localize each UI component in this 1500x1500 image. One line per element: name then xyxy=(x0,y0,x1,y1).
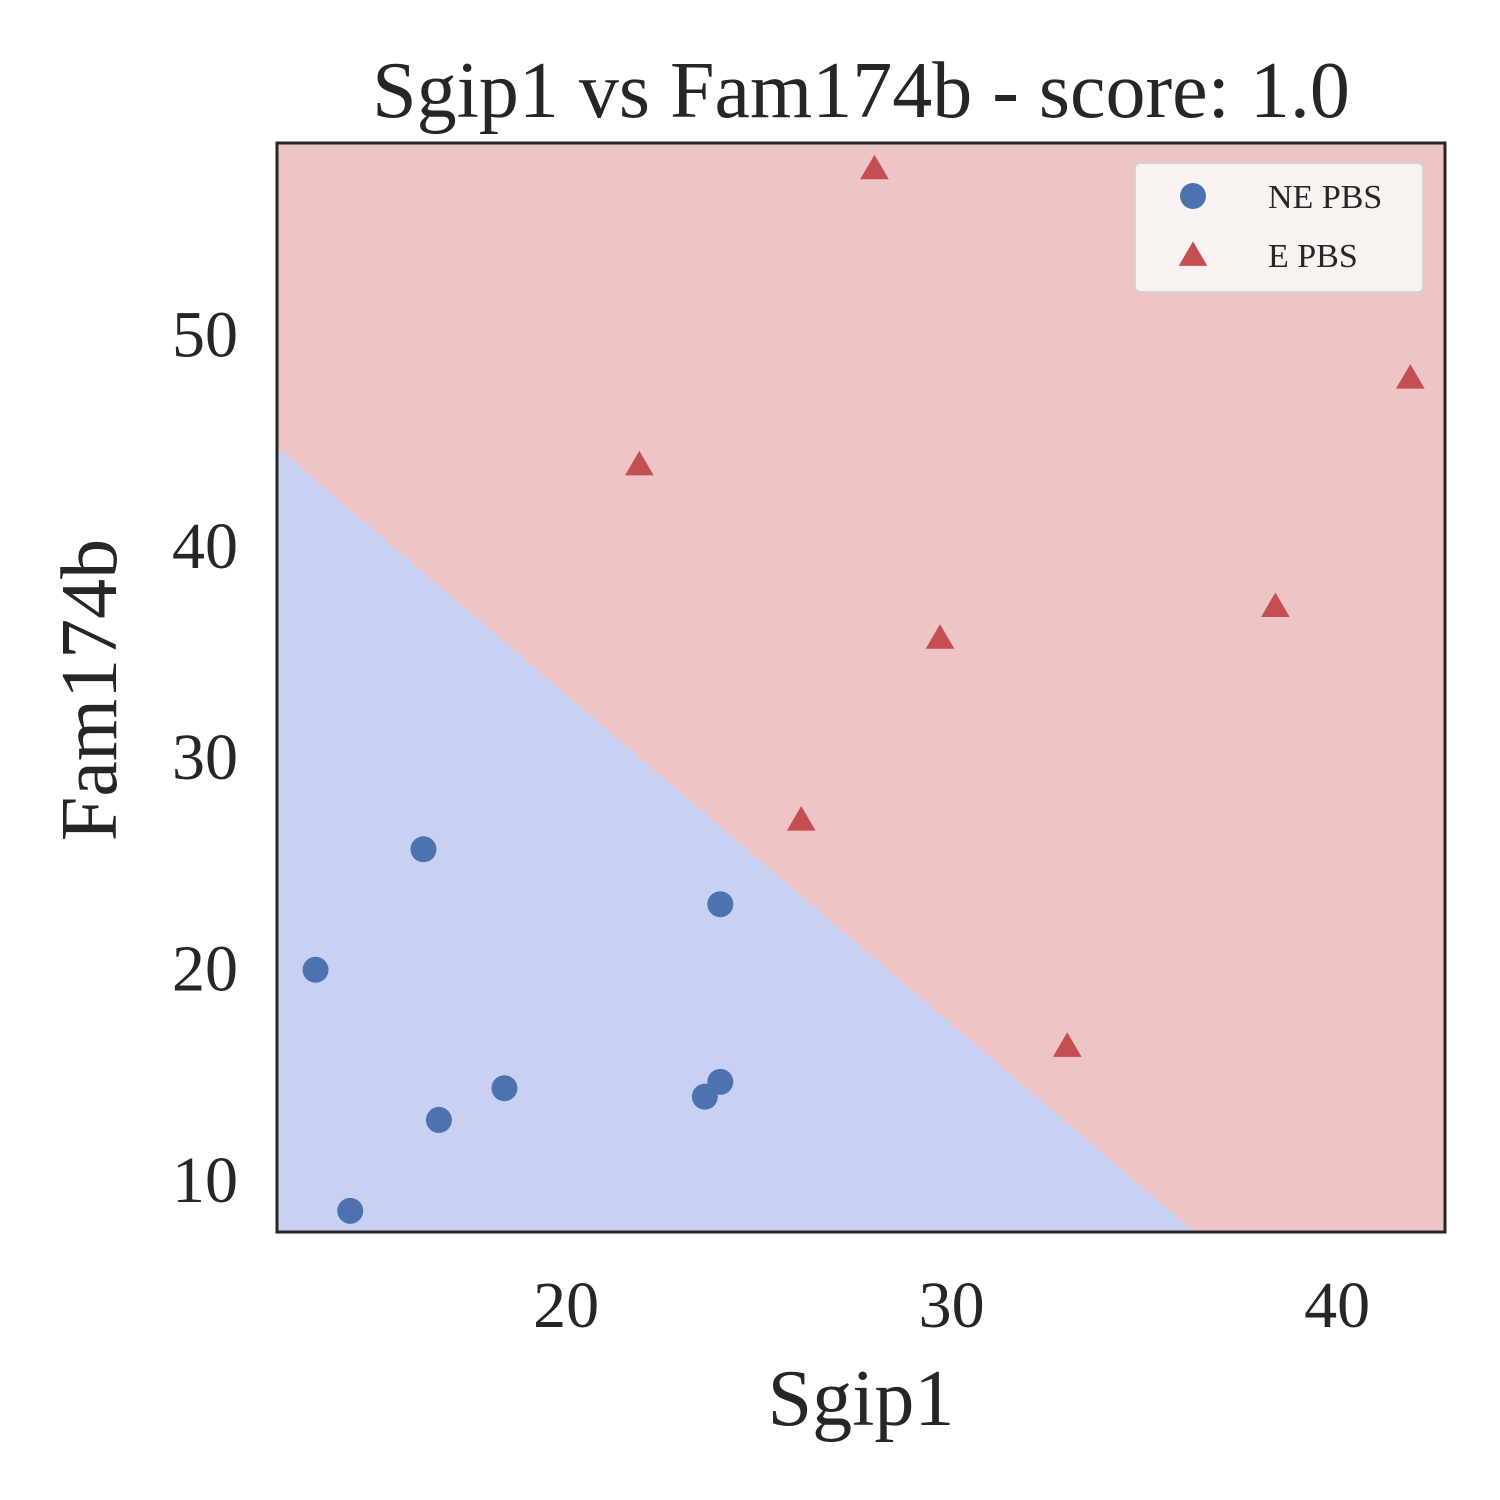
y-axis-label: Fam174b xyxy=(46,539,134,841)
y-tick-label: 40 xyxy=(172,510,238,583)
legend: NE PBS E PBS xyxy=(1134,162,1424,293)
data-point-ne-pbs xyxy=(491,1075,518,1102)
data-point-e-pbs xyxy=(1052,1032,1082,1057)
y-tick-label: 30 xyxy=(172,721,238,794)
data-markers xyxy=(302,154,1425,1224)
data-point-ne-pbs xyxy=(302,956,329,983)
legend-box xyxy=(1134,162,1424,293)
data-point-ne-pbs xyxy=(337,1197,364,1224)
legend-marker-ne-pbs xyxy=(1180,183,1206,209)
x-tick-label: 30 xyxy=(919,1269,985,1342)
data-point-ne-pbs xyxy=(707,1068,734,1095)
decision-region-ne-pbs xyxy=(277,447,1445,1232)
x-axis-label: Sgip1 xyxy=(768,1355,955,1443)
x-axis-ticks: 20 30 40 xyxy=(533,1269,1370,1342)
data-point-e-pbs xyxy=(786,806,816,831)
y-axis-ticks: 10 20 30 40 50 xyxy=(172,298,238,1217)
data-point-e-pbs xyxy=(1261,592,1290,618)
data-point-ne-pbs xyxy=(425,1106,452,1133)
legend-label: NE PBS xyxy=(1268,179,1382,216)
data-point-ne-pbs xyxy=(410,836,437,863)
legend-label: E PBS xyxy=(1268,238,1358,275)
data-point-e-pbs xyxy=(625,450,654,476)
data-point-e-pbs xyxy=(860,154,889,180)
x-tick-label: 40 xyxy=(1304,1269,1370,1342)
data-point-ne-pbs xyxy=(707,891,734,918)
plot-frame xyxy=(275,141,1447,1234)
y-tick-label: 10 xyxy=(172,1144,238,1217)
y-tick-label: 50 xyxy=(172,298,238,371)
decision-region-e-pbs xyxy=(277,143,1445,1232)
legend-marker-e-pbs xyxy=(1178,241,1208,266)
y-tick-label: 20 xyxy=(172,933,238,1006)
data-point-e-pbs xyxy=(1395,364,1425,389)
chart-title: Sgip1 vs Fam174b - score: 1.0 xyxy=(372,47,1350,135)
x-tick-label: 20 xyxy=(533,1269,599,1342)
data-point-e-pbs xyxy=(925,624,955,649)
